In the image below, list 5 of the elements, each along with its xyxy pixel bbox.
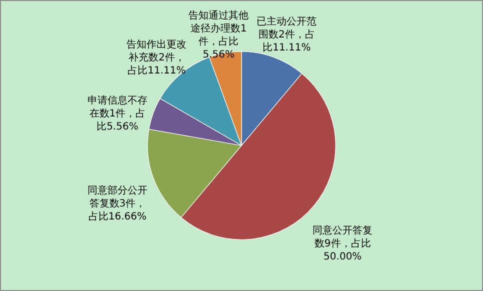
slice-label: 同意部分公开答复数3件，占比16.66%	[87, 184, 148, 223]
slice-label: 同意公开答复数9件，占比50.00%	[312, 224, 373, 262]
slice-label: 申请信息不存在数1件，占比5.56%	[87, 94, 148, 132]
slice-label: 告知作出更改补充数2件，占比11.11%	[126, 38, 187, 76]
slice-label: 已主动公开范围数2件，占比11.11%	[256, 15, 317, 54]
